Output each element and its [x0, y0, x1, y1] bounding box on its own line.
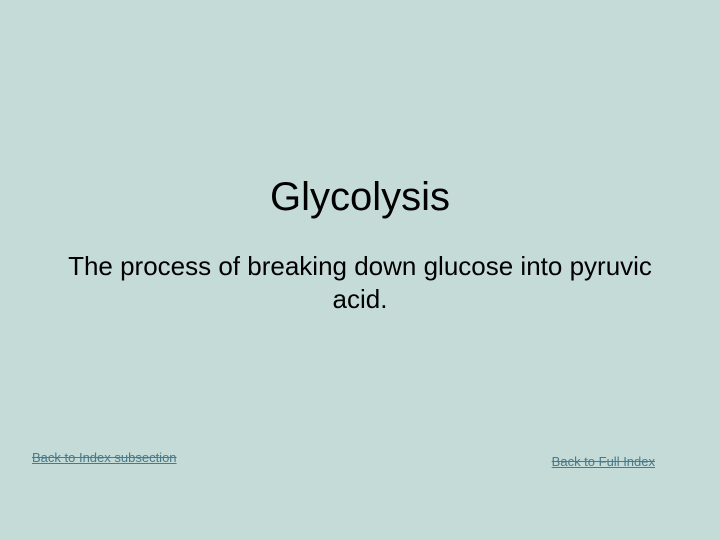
- back-to-subsection-link[interactable]: Back to Index subsection: [32, 450, 177, 465]
- slide-subtitle: The process of breaking down glucose int…: [0, 250, 720, 315]
- back-to-full-index-link[interactable]: Back to Full Index: [552, 454, 655, 469]
- slide-title: Glycolysis: [0, 175, 720, 220]
- slide-container: Glycolysis The process of breaking down …: [0, 0, 720, 540]
